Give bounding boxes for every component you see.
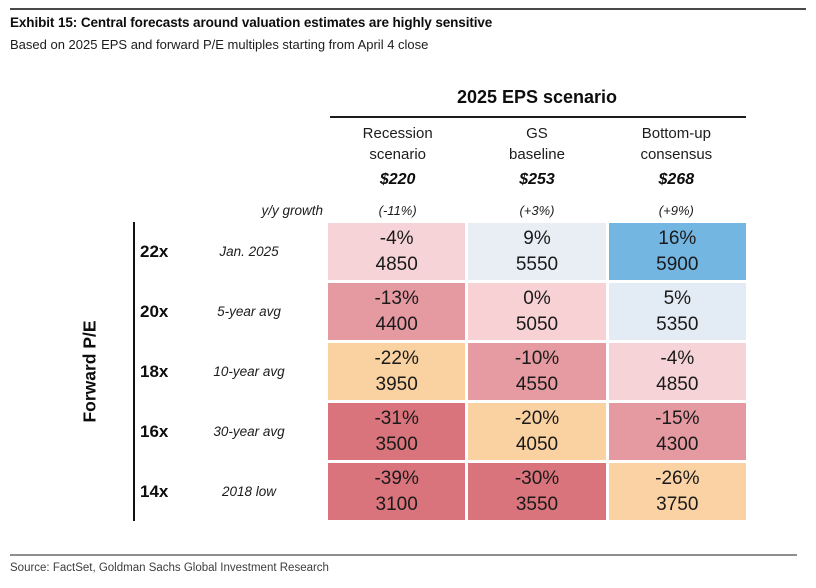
cell-index: 4050 [515,433,559,455]
cell-index: 4550 [515,373,559,395]
cell-index: 4850 [656,373,699,395]
eps-value: $268 [658,171,695,188]
top-rule [10,8,806,10]
cell-pct: -31% [374,407,419,429]
eps-value: $220 [379,171,416,188]
cell-index: 5900 [656,253,699,275]
pe-multiple: 20x [140,301,169,321]
cell-index: 3500 [375,433,418,455]
cell-pct: 16% [658,227,697,249]
heatmap-cell: -26% 3750 [608,463,746,520]
column-header-line: scenario [369,146,427,163]
cell-pct: -4% [660,347,695,369]
cell-pct: -20% [514,407,560,429]
eps-value: $253 [519,171,555,188]
yoy-growth-value: (+3%) [519,203,555,218]
heatmap-cell: 16% 5900 [608,223,746,280]
pe-multiple: 18x [140,361,169,381]
pe-row-label: 16x 30-year avg [140,403,328,460]
pe-multiple: 16x [140,421,169,441]
column-headers-row: Recession scenario GS baseline Bottom-up… [328,123,746,165]
exhibit-title: Exhibit 15: Central forecasts around val… [10,15,493,30]
heatmap-cell: -30% 3550 [468,463,606,520]
eps-values-row: $220 $253 $268 [328,171,746,189]
yoy-growth-row: (-11%) (+3%) (+9%) [328,203,746,218]
cell-index: 4400 [375,313,418,335]
column-header-recession: Recession scenario [328,123,467,165]
pe-row-label: 18x 10-year avg [140,343,328,400]
heatmap-cell: -4% 4850 [328,223,466,280]
pe-period-label: 10-year avg [213,364,285,379]
pe-axis-line [133,222,135,521]
heatmap-cell: -15% 4300 [608,403,746,460]
cell-pct: 5% [663,287,692,309]
heatmap-cell: 9% 5550 [468,223,606,280]
heatmap-cell: -20% 4050 [468,403,606,460]
pe-multiple: 14x [140,481,169,501]
pe-period-label: 2018 low [221,484,277,499]
pe-row-label: 14x 2018 low [140,463,328,520]
heatmap-cell: -39% 3100 [328,463,466,520]
cell-index: 3750 [656,493,699,515]
heatmap-grid: -4% 4850 9% 5550 16% 5900 -13% 4400 0% 5… [328,223,746,520]
yoy-growth-value: (+9%) [658,203,694,218]
cell-index: 3100 [375,493,418,515]
cell-index: 3950 [375,373,418,395]
heatmap-cell: 0% 5050 [468,283,606,340]
source-note: Source: FactSet, Goldman Sachs Global In… [10,562,329,574]
cell-pct: -39% [374,467,419,489]
cell-pct: -26% [655,467,700,489]
footer-rule [10,554,797,556]
cell-index: 5350 [656,313,699,335]
cell-pct: -4% [379,227,414,249]
cell-pct: -22% [374,347,419,369]
eps-scenario-header: 2025 EPS scenario [456,87,618,107]
cell-index: 3550 [515,493,559,515]
pe-row-label: 20x 5-year avg [140,283,328,340]
cell-pct: -15% [655,407,700,429]
yoy-growth-value: (-11%) [378,203,417,218]
heatmap-cell: -4% 4850 [608,343,746,400]
eps-scenario-header-underline [330,116,746,118]
pe-multiple: 22x [140,241,169,261]
heatmap-cell: -31% 3500 [328,403,466,460]
heatmap-cell: -10% 4550 [468,343,606,400]
column-header-line: GS [526,125,548,142]
pe-period-label: 30-year avg [213,424,285,439]
column-header-bottom-up: Bottom-up consensus [607,123,746,165]
cell-index: 4300 [656,433,699,455]
cell-pct: 9% [523,227,551,249]
cell-pct: -10% [514,347,560,369]
cell-pct: -13% [374,287,419,309]
column-header-line: consensus [640,146,713,163]
column-header-line: Recession [362,125,433,142]
forward-pe-axis-label: Forward P/E [72,223,108,520]
pe-period-label: Jan. 2025 [219,244,279,259]
cell-index: 4850 [375,253,418,275]
cell-pct: -30% [514,467,560,489]
cell-index: 5550 [515,253,559,275]
heatmap-cell: -13% 4400 [328,283,466,340]
forward-pe-axis-label-text: Forward P/E [79,320,100,423]
column-header-line: Bottom-up [641,125,711,142]
column-header-gs-baseline: GS baseline [467,123,606,165]
pe-period-label: 5-year avg [217,304,281,319]
heatmap-cell: -22% 3950 [328,343,466,400]
yoy-growth-label: y/y growth [261,203,323,218]
cell-pct: 0% [523,287,551,309]
cell-index: 5050 [515,313,559,335]
column-header-line: baseline [509,146,565,163]
exhibit-subtitle: Based on 2025 EPS and forward P/E multip… [10,37,429,52]
pe-row-label: 22x Jan. 2025 [140,223,328,280]
heatmap-cell: 5% 5350 [608,283,746,340]
